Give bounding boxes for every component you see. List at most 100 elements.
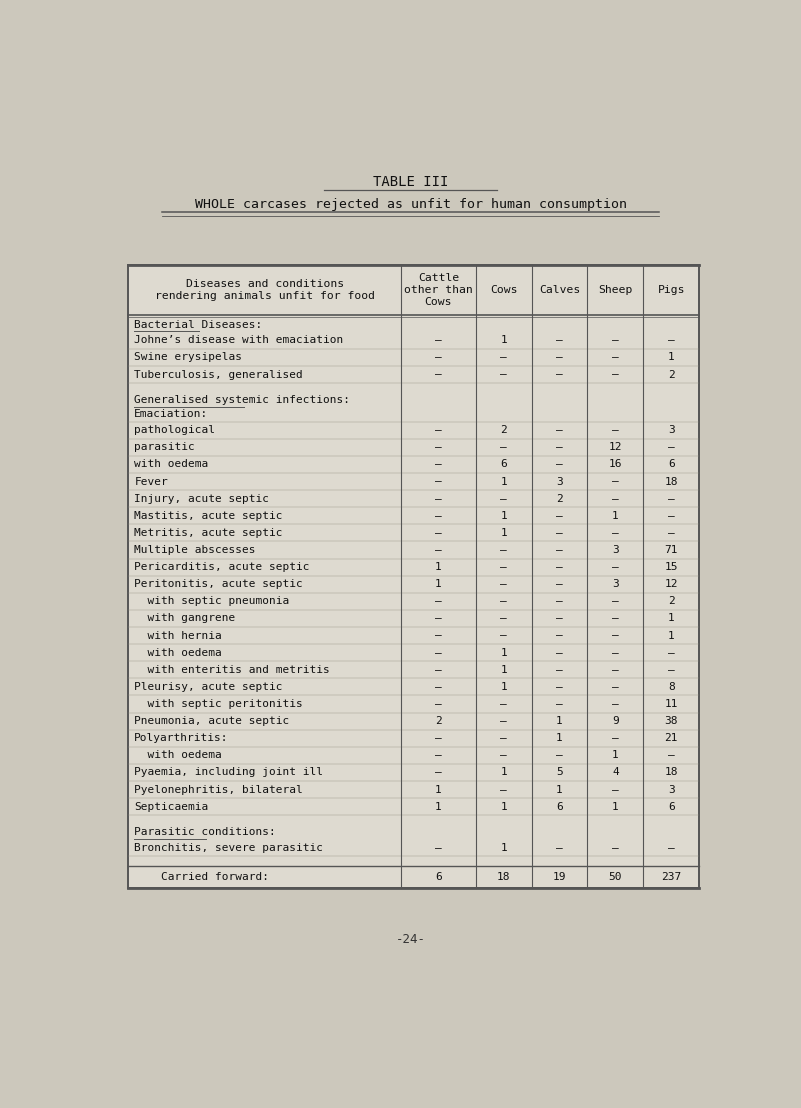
Text: 3: 3 [556,476,563,486]
Text: Swine erysipelas: Swine erysipelas [135,352,242,362]
Text: 1: 1 [501,681,507,691]
Text: Bronchitis, severe parasitic: Bronchitis, severe parasitic [135,843,324,853]
Text: —: — [556,665,563,675]
Text: —: — [435,336,442,346]
Text: Pigs: Pigs [658,285,685,295]
Text: Carried forward:: Carried forward: [135,872,269,882]
Text: 1: 1 [501,476,507,486]
Text: pathological: pathological [135,425,215,435]
Text: —: — [501,579,507,589]
Text: with hernia: with hernia [135,630,222,640]
Text: 8: 8 [668,681,674,691]
Text: —: — [501,562,507,572]
Text: 1: 1 [668,352,674,362]
Text: —: — [612,494,618,504]
Text: —: — [435,425,442,435]
Text: 2: 2 [668,370,674,380]
Text: —: — [556,843,563,853]
Text: —: — [668,665,674,675]
Text: with septic pneumonia: with septic pneumonia [135,596,289,606]
Text: —: — [501,545,507,555]
Text: 1: 1 [501,511,507,521]
Text: —: — [501,630,507,640]
Text: —: — [612,370,618,380]
Text: 237: 237 [661,872,682,882]
Text: —: — [612,665,618,675]
Text: —: — [501,494,507,504]
Text: Calves: Calves [539,285,580,295]
Text: 1: 1 [612,750,618,760]
Text: 21: 21 [665,733,678,743]
Text: —: — [556,681,563,691]
Text: —: — [435,733,442,743]
Text: Sheep: Sheep [598,285,633,295]
Text: 71: 71 [665,545,678,555]
Text: —: — [556,527,563,537]
Text: —: — [435,614,442,624]
Text: 3: 3 [668,784,674,794]
Text: —: — [556,460,563,470]
Text: with gangrene: with gangrene [135,614,235,624]
Text: —: — [435,699,442,709]
Text: —: — [435,648,442,658]
Text: 1: 1 [501,336,507,346]
Text: —: — [668,527,674,537]
Text: 6: 6 [501,460,507,470]
Text: 9: 9 [612,716,618,726]
Text: —: — [435,460,442,470]
Text: 1: 1 [556,733,563,743]
Text: 15: 15 [665,562,678,572]
Text: —: — [612,614,618,624]
Text: 1: 1 [501,802,507,812]
Text: with oedema: with oedema [135,460,208,470]
Text: 12: 12 [609,442,622,452]
Text: —: — [435,681,442,691]
Text: —: — [612,596,618,606]
Text: —: — [668,843,674,853]
Text: 6: 6 [556,802,563,812]
Text: 1: 1 [668,614,674,624]
Text: 6: 6 [435,872,442,882]
Text: —: — [435,370,442,380]
Text: —: — [668,494,674,504]
Text: —: — [556,614,563,624]
Text: with oedema: with oedema [135,750,222,760]
Text: —: — [556,750,563,760]
Text: Parasitic conditions:: Parasitic conditions: [135,827,276,837]
Text: —: — [556,579,563,589]
Text: —: — [612,352,618,362]
Text: —: — [612,425,618,435]
Text: —: — [435,527,442,537]
Text: with septic peritonitis: with septic peritonitis [135,699,303,709]
Text: —: — [556,511,563,521]
Text: —: — [435,476,442,486]
Text: —: — [435,511,442,521]
Text: —: — [556,699,563,709]
Text: Diseases and conditions
rendering animals unfit for food: Diseases and conditions rendering animal… [155,279,375,300]
Text: 2: 2 [501,425,507,435]
Text: —: — [435,768,442,778]
Text: —: — [556,545,563,555]
Text: -24-: -24- [396,933,425,946]
Text: —: — [556,562,563,572]
Text: 6: 6 [668,802,674,812]
Text: —: — [501,784,507,794]
Text: —: — [435,442,442,452]
Text: Multiple abscesses: Multiple abscesses [135,545,256,555]
Text: —: — [668,750,674,760]
Text: 19: 19 [553,872,566,882]
Text: —: — [501,442,507,452]
Text: —: — [668,648,674,658]
Text: 18: 18 [665,768,678,778]
Text: 3: 3 [612,579,618,589]
Text: 1: 1 [501,665,507,675]
Text: —: — [556,425,563,435]
Text: —: — [668,511,674,521]
Text: —: — [612,527,618,537]
Text: —: — [501,716,507,726]
Text: 2: 2 [435,716,442,726]
Text: —: — [556,352,563,362]
Text: —: — [435,630,442,640]
Text: 16: 16 [609,460,622,470]
Text: Injury, acute septic: Injury, acute septic [135,494,269,504]
